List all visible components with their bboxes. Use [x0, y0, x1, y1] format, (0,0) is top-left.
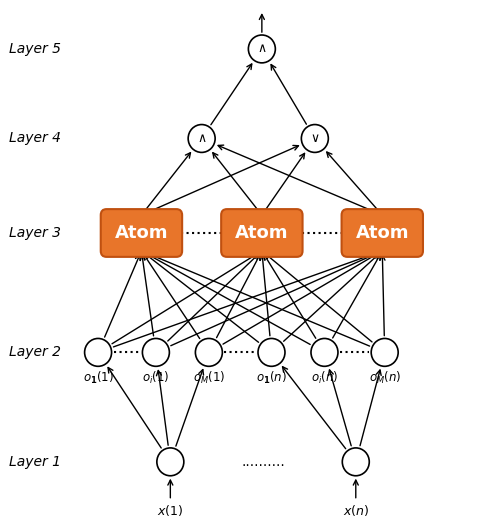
Text: Atom: Atom: [356, 224, 409, 242]
FancyBboxPatch shape: [101, 209, 182, 257]
FancyBboxPatch shape: [221, 209, 302, 257]
Text: Layer 2: Layer 2: [9, 346, 61, 359]
Circle shape: [157, 448, 184, 476]
Text: $o_{\mathbf{1}}(1)$: $o_{\mathbf{1}}(1)$: [83, 370, 114, 386]
Circle shape: [343, 448, 369, 476]
Text: $x(1)$: $x(1)$: [157, 503, 184, 518]
Circle shape: [371, 338, 398, 366]
Text: Atom: Atom: [115, 224, 168, 242]
Text: Layer 1: Layer 1: [9, 455, 61, 469]
Circle shape: [85, 338, 112, 366]
Text: $o_{M}(n)$: $o_{M}(n)$: [368, 370, 401, 386]
Text: Layer 4: Layer 4: [9, 132, 61, 146]
Circle shape: [248, 35, 275, 63]
Circle shape: [311, 338, 338, 366]
Text: $x(n)$: $x(n)$: [343, 503, 369, 518]
Text: ∧: ∧: [197, 132, 206, 145]
Text: ∨: ∨: [310, 132, 319, 145]
Text: ..........: ..........: [241, 455, 285, 469]
Text: Atom: Atom: [235, 224, 289, 242]
Circle shape: [188, 125, 215, 152]
Text: Layer 5: Layer 5: [9, 42, 61, 56]
Text: $o_{\mathbf{1}}(n)$: $o_{\mathbf{1}}(n)$: [256, 370, 287, 386]
Circle shape: [196, 338, 222, 366]
Text: $o_{M}(1)$: $o_{M}(1)$: [193, 370, 225, 386]
Circle shape: [258, 338, 285, 366]
Circle shape: [143, 338, 170, 366]
Text: $o_{i}(n)$: $o_{i}(n)$: [311, 370, 338, 386]
Text: ∧: ∧: [257, 42, 267, 55]
FancyBboxPatch shape: [342, 209, 423, 257]
Text: Layer 3: Layer 3: [9, 226, 61, 240]
Text: $o_{i}(1)$: $o_{i}(1)$: [142, 370, 170, 386]
Circle shape: [301, 125, 328, 152]
